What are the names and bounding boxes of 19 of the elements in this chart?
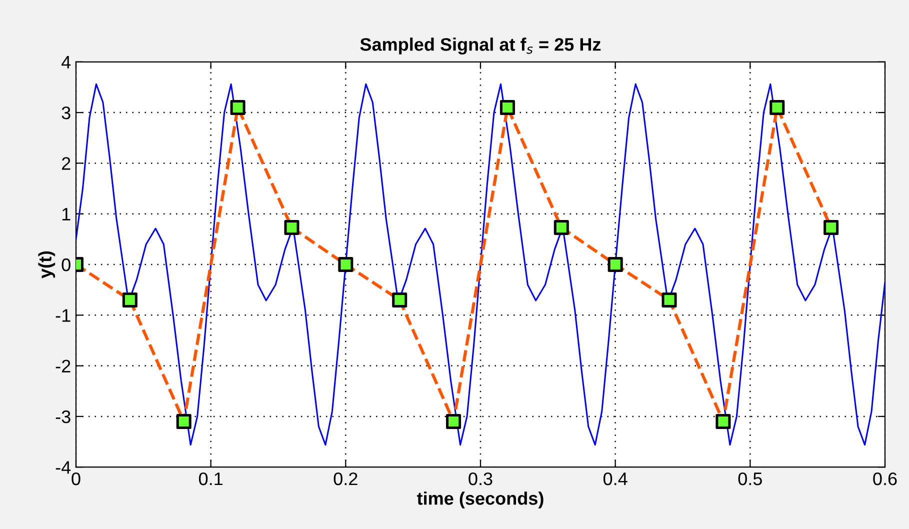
x-tick-label: 0.6 [873, 472, 897, 486]
y-tick-label: 2 [62, 157, 70, 170]
y-tick-label: -1 [56, 309, 70, 322]
y-tick-label: -3 [56, 410, 70, 424]
y-tick-label: 0 [62, 258, 70, 272]
x-tick-label: 0.4 [603, 472, 628, 486]
x-tick-label: 0 [72, 472, 80, 486]
x-tick-label: 0.1 [198, 472, 222, 486]
y-tick-label: 4 [62, 56, 71, 68]
y-tick-label: -2 [56, 360, 70, 372]
y-tick-label: 1 [62, 208, 70, 220]
chart-title: Sampled Signal at f$_{s}$ = 25 Hz [360, 38, 601, 55]
y-axis-title: y(t) [38, 251, 56, 278]
x-tick-label: 0.5 [738, 472, 762, 486]
y-tick-label: 3 [62, 106, 70, 120]
y-tick-label: -4 [56, 461, 71, 474]
x-tick-label: 0.2 [334, 472, 358, 486]
x-tick-label: 0.3 [468, 472, 492, 486]
x-axis-title: time (seconds) [417, 492, 544, 508]
